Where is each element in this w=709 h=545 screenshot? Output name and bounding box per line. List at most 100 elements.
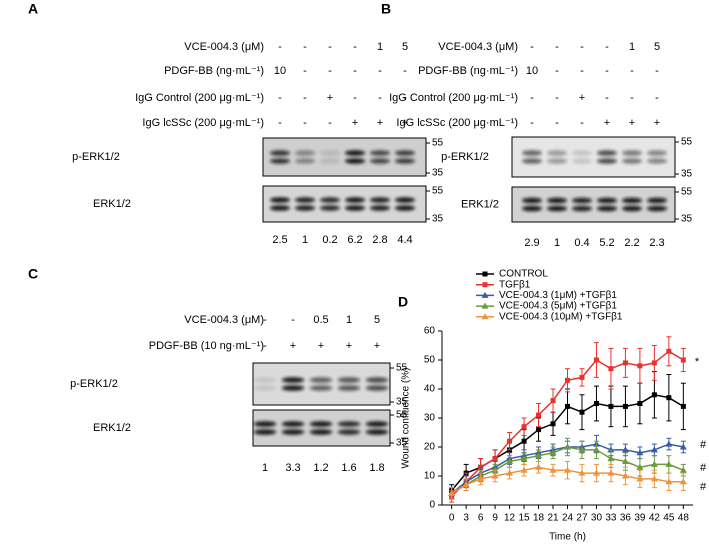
marker [462,481,470,488]
marker [535,463,543,470]
x-tick-label: 3 [463,513,469,524]
band [522,205,542,212]
lane-treatment: - [655,65,659,77]
marker [578,469,586,476]
band [547,205,567,212]
treatment-label: IgG lcSSc (200 μg·mL⁻¹) [396,117,518,129]
lane-treatment: + [402,117,408,129]
band [647,197,667,204]
annotation: # [700,439,707,451]
x-tick-label: 39 [634,513,646,524]
band [597,205,617,212]
marker [621,446,629,453]
lane-treatment: - [378,92,382,104]
lane-treatment: + [290,340,296,352]
mw-marker: 35 [432,168,444,179]
marker [565,403,570,409]
panel-label: D [398,294,408,310]
panel-label: C [28,266,38,282]
lane-treatment: - [353,41,357,53]
treatment-label: VCE-004.3 (μM) [184,41,264,53]
band [337,421,361,427]
legend-label: VCE-004.3 (5μM) +TGFβ1 [499,301,617,312]
band [320,158,340,164]
band [370,205,390,211]
lane-treatment: - [328,65,332,77]
band [365,429,389,435]
marker [637,401,643,406]
x-tick-label: 9 [492,513,498,524]
x-tick-label: 24 [562,513,574,524]
treatment-label: PDGF-BB (ng·mL⁻¹) [164,65,264,77]
x-tick-label: 6 [478,513,484,524]
band [309,377,333,383]
x-tick-label: 15 [518,513,530,524]
band [647,205,667,212]
marker [506,458,514,464]
band [281,377,305,383]
band [597,150,617,156]
band [295,205,315,211]
legend-marker [481,291,489,298]
marker [636,463,644,470]
band [647,150,667,156]
y-axis-label: Wound confluence (%) [401,368,412,469]
mw-marker: 55 [432,138,444,149]
marker [506,469,514,476]
quantification: 2.5 [272,234,287,246]
marker [622,403,628,409]
marker [521,424,527,430]
lane-treatment: - [303,92,307,104]
y-tick-label: 0 [429,500,435,511]
quantification: 1 [262,462,268,474]
lane-treatment: - [580,41,584,53]
band [270,197,290,203]
lane-treatment: + [374,340,380,352]
marker [592,469,600,476]
lane-treatment: 5 [374,314,380,326]
band [281,421,305,427]
x-tick-label: 33 [605,513,617,524]
lane-treatment: - [555,117,559,129]
marker [665,478,673,485]
blot-image [262,137,427,177]
x-tick-label: 0 [449,513,455,524]
band [370,158,390,164]
quantification: 2.8 [372,234,387,246]
legend-marker [482,271,488,277]
x-axis-label: Time (h) [549,532,586,543]
treatment-label: VCE-004.3 (μM) [184,314,264,326]
marker [491,472,499,479]
marker [666,395,672,401]
lane-treatment: - [278,117,282,129]
marker [549,449,557,456]
marker [637,363,643,369]
x-tick-label: 21 [547,513,559,524]
marker [636,475,644,482]
marker [564,443,571,450]
mw-marker: 35 [681,214,693,225]
band [253,377,277,383]
mw-marker: 35 [396,397,408,408]
x-tick-label: 45 [663,513,675,524]
band [547,197,567,204]
lane-treatment: 5 [654,41,660,53]
marker [521,438,527,444]
marker [520,455,528,462]
lane-treatment: - [605,92,609,104]
lane-treatment: 0.5 [313,314,328,326]
band [345,205,365,211]
lane-treatment: - [263,340,267,352]
lane-treatment: - [580,65,584,77]
band [365,385,389,391]
marker [477,475,485,482]
marker [622,360,628,366]
x-tick-label: 42 [649,513,661,524]
lane-treatment: + [352,117,358,129]
lane-treatment: - [530,117,534,129]
lane-treatment: - [605,41,609,53]
marker [636,449,644,456]
band [281,429,305,435]
lane-treatment: - [263,314,267,326]
y-tick-label: 50 [424,355,436,366]
